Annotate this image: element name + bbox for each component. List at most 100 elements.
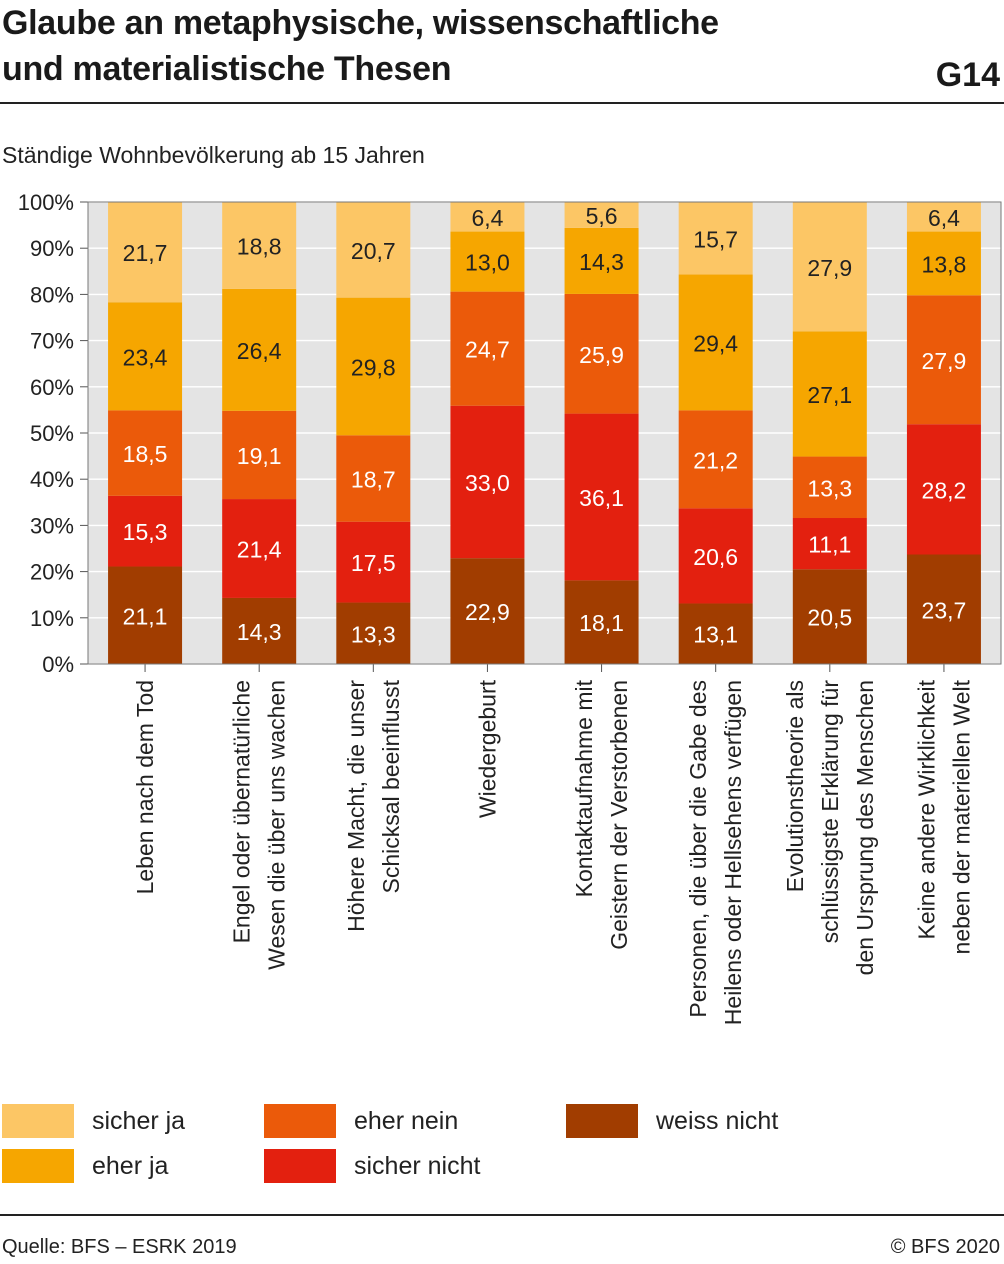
data-label: 18,5: [123, 441, 168, 467]
bar-segment: [336, 521, 411, 603]
data-label: 17,5: [351, 550, 396, 576]
footer-rule: [0, 1214, 1004, 1216]
data-label: 23,4: [123, 344, 168, 370]
bar-segment: [792, 569, 867, 664]
legend-item-sicher-nicht: sicher nicht: [264, 1149, 480, 1183]
bar-segment: [678, 603, 753, 664]
bar-segment: [222, 499, 297, 598]
y-tick-label: 60%: [30, 375, 74, 400]
y-tick-label: 0%: [42, 652, 74, 677]
bar-segment: [222, 288, 297, 411]
data-label: 5,6: [586, 203, 618, 229]
bar-segment: [336, 297, 411, 436]
x-category-label-line: Höhere Macht, die unser: [343, 680, 369, 932]
bar-segment: [108, 495, 183, 567]
plot-border: [87, 201, 1002, 665]
data-label: 15,7: [693, 226, 738, 252]
data-label: 21,4: [237, 537, 282, 563]
bar-segment: [222, 597, 297, 664]
chart-code: G14: [935, 56, 1000, 94]
data-label: 29,4: [693, 330, 738, 356]
bar-segment: [108, 566, 183, 664]
x-category-label-line: den Ursprung des Menschen: [852, 680, 878, 975]
x-category-label: Engel oder übernatürliche Wesen die über …: [229, 680, 290, 970]
legend-swatch-sicher-ja: [2, 1104, 74, 1138]
bar-segment: [336, 602, 411, 664]
bar-segment: [678, 274, 753, 411]
bar-segment: [108, 302, 183, 411]
data-label: 13,1: [693, 622, 738, 648]
bar-segment: [792, 202, 867, 332]
x-category-label: Evolutionstheorie als schlüssigste Erklär…: [782, 680, 878, 976]
bar-segment: [678, 508, 753, 604]
data-label: 26,4: [237, 338, 282, 364]
bar-segment: [792, 331, 867, 457]
y-tick-label: 40%: [30, 467, 74, 492]
data-label: 20,7: [351, 238, 396, 264]
header-rule: [0, 102, 1004, 104]
legend-label-sicher-nicht: sicher nicht: [354, 1151, 481, 1180]
legend-label-eher-ja: eher ja: [92, 1151, 169, 1180]
chart-title-line-2: und materialistische Thesen: [2, 50, 452, 88]
x-category-label: Personen, die über die Gabe des Heilens o…: [685, 680, 746, 1025]
bar-segment: [450, 231, 525, 292]
x-category-label-line: Wesen die über uns wachen: [264, 680, 290, 970]
data-label: 13,3: [807, 475, 852, 501]
data-label: 13,8: [922, 251, 967, 277]
x-category-label: Kontaktaufnahme mit Geistern der Verstorb…: [571, 679, 632, 949]
x-category-label-line: Leben nach dem Tod: [132, 680, 158, 894]
bar-segment: [792, 456, 867, 519]
stacked-bar-chart: 0% 10% 20% 30% 40% 50% 60% 70% 80% 90% 100% 21,1 15,…: [18, 190, 1002, 1025]
bar-segment: [450, 405, 525, 559]
data-label: 27,1: [807, 382, 852, 408]
data-label: 18,7: [351, 467, 396, 493]
data-label: 11,1: [808, 532, 851, 558]
data-label: 18,8: [237, 233, 282, 259]
bar-segment: [222, 202, 297, 289]
legend-swatch-weiss-nicht: [566, 1104, 638, 1138]
data-label: 21,7: [123, 240, 168, 266]
y-tick-label: 100%: [18, 190, 74, 215]
chart-title-line-1: Glaube an metaphysische, wissenschaftlic…: [2, 4, 719, 42]
bar-segment: [564, 202, 639, 228]
x-category-label-line: Schicksal beeinflusst: [378, 679, 404, 893]
y-tick-label: 80%: [30, 282, 74, 307]
bar-segment: [906, 554, 981, 664]
bar-segment: [336, 202, 411, 298]
legend-label-sicher-ja: sicher ja: [92, 1106, 186, 1135]
chart-title: Glaube an metaphysische, wissenschaftlic…: [2, 0, 902, 92]
x-category-label-line: Personen, die über die Gabe des: [685, 680, 711, 1018]
bar-segment: [450, 202, 525, 232]
data-label: 28,2: [922, 477, 967, 503]
data-label: 27,9: [807, 255, 852, 281]
bar-segment: [450, 291, 525, 406]
x-category-label: Höhere Macht, die unser Schicksal beeinfl…: [343, 679, 404, 931]
data-label: 21,2: [693, 447, 738, 473]
bar-segment: [564, 413, 639, 581]
data-label: 13,0: [465, 250, 510, 276]
data-label: 6,4: [471, 205, 503, 231]
copyright-note: © BFS 2020: [890, 1236, 1000, 1258]
bar-segment: [222, 410, 297, 500]
data-label: 29,8: [351, 354, 396, 380]
bar-segment: [906, 231, 981, 296]
y-tick-label: 30%: [30, 513, 74, 538]
bar-segment: [906, 202, 981, 232]
legend-swatch-eher-nein: [264, 1104, 336, 1138]
legend-item-eher-nein: eher nein: [264, 1104, 458, 1138]
data-label: 21,1: [123, 603, 168, 629]
y-tick-label: 10%: [30, 606, 74, 631]
data-label: 14,3: [237, 619, 282, 645]
data-label: 33,0: [465, 470, 510, 496]
y-tick-label: 50%: [30, 421, 74, 446]
x-category-label-line: Wiedergeburt: [474, 679, 500, 818]
y-tick-label: 90%: [30, 236, 74, 261]
y-tick-label: 20%: [30, 560, 74, 585]
x-category-label: Wiedergeburt: [474, 679, 500, 818]
data-label: 6,4: [928, 205, 960, 231]
bar-segment: [906, 295, 981, 425]
data-label: 27,9: [922, 348, 967, 374]
x-category-label-line: Geistern der Verstorbenen: [606, 680, 632, 950]
data-label: 23,7: [922, 597, 967, 623]
data-label: 19,1: [237, 443, 282, 469]
